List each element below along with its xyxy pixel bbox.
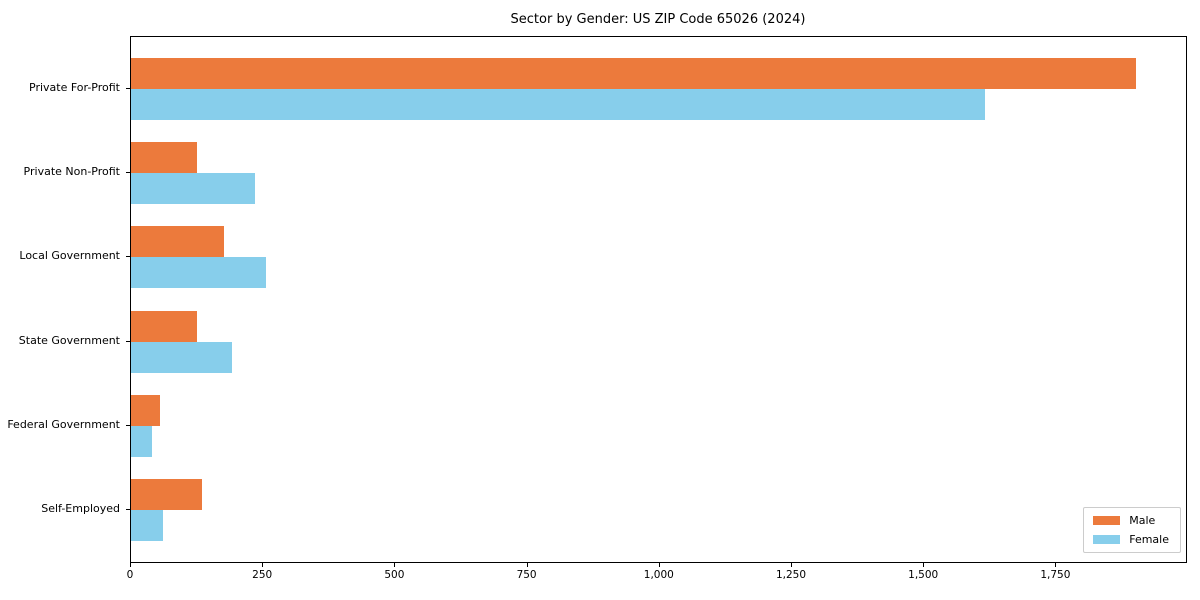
legend-label-male: Male bbox=[1129, 514, 1156, 527]
bar-male-private-non-profit bbox=[131, 142, 198, 174]
bar-male-private-for-profit bbox=[131, 58, 1136, 89]
bar-male-state-government bbox=[131, 310, 198, 342]
x-tick-mark bbox=[791, 563, 792, 567]
y-tick-mark bbox=[126, 340, 130, 342]
x-tick-mark bbox=[923, 563, 925, 567]
y-tick-mark bbox=[126, 172, 130, 174]
y-tick-label-self-employed: Self-Employed bbox=[41, 502, 120, 515]
bar-male-self-employed bbox=[131, 479, 203, 510]
y-tick-label-local-government: Local Government bbox=[19, 249, 120, 263]
y-tick-label-private-for-profit: Private For-Profit bbox=[29, 81, 120, 94]
x-tick-mark bbox=[1055, 563, 1057, 567]
y-tick-label-state-government: State Government bbox=[18, 333, 120, 347]
x-tick-mark bbox=[394, 563, 396, 567]
x-tick-label-1500: 1,500 bbox=[908, 569, 939, 581]
legend-item-male: Male bbox=[1093, 515, 1169, 526]
y-tick-mark bbox=[126, 509, 130, 510]
legend-label-female: Female bbox=[1129, 533, 1169, 546]
y-tick-mark bbox=[126, 88, 130, 89]
female-color-swatch bbox=[1093, 535, 1121, 544]
bar-male-federal-government bbox=[131, 394, 161, 426]
y-tick-label-private-non-profit: Private Non-Profit bbox=[23, 165, 120, 179]
bar-female-local-government bbox=[131, 257, 266, 289]
y-tick-mark bbox=[126, 256, 130, 258]
x-tick-mark bbox=[130, 563, 131, 567]
x-tick-label-0: 0 bbox=[126, 569, 134, 581]
chart-title: Sector by Gender: US ZIP Code 65026 (202… bbox=[510, 12, 806, 27]
x-tick-mark bbox=[658, 563, 660, 567]
x-tick-label-250: 250 bbox=[252, 569, 273, 581]
x-tick-label-1000: 1,000 bbox=[643, 569, 674, 581]
x-tick-label-750: 750 bbox=[516, 569, 537, 581]
male-color-swatch bbox=[1093, 516, 1121, 525]
legend: Male Female bbox=[1083, 507, 1181, 553]
x-tick-mark bbox=[262, 563, 264, 567]
bar-male-local-government bbox=[131, 226, 224, 258]
plot-area: Male Female bbox=[130, 36, 1187, 563]
x-tick-label-1750: 1,750 bbox=[1040, 569, 1071, 581]
bar-female-private-non-profit bbox=[131, 173, 256, 205]
bar-female-self-employed bbox=[131, 510, 163, 541]
y-tick-label-federal-government: Federal Government bbox=[7, 417, 120, 431]
bar-female-private-for-profit bbox=[131, 89, 985, 120]
x-tick-mark bbox=[526, 563, 528, 567]
bar-female-federal-government bbox=[131, 425, 153, 457]
x-tick-label-500: 500 bbox=[384, 569, 405, 581]
y-tick-mark bbox=[126, 424, 130, 426]
bar-female-state-government bbox=[131, 341, 232, 373]
x-tick-label-1250: 1,250 bbox=[775, 569, 807, 581]
legend-item-female: Female bbox=[1093, 534, 1169, 545]
